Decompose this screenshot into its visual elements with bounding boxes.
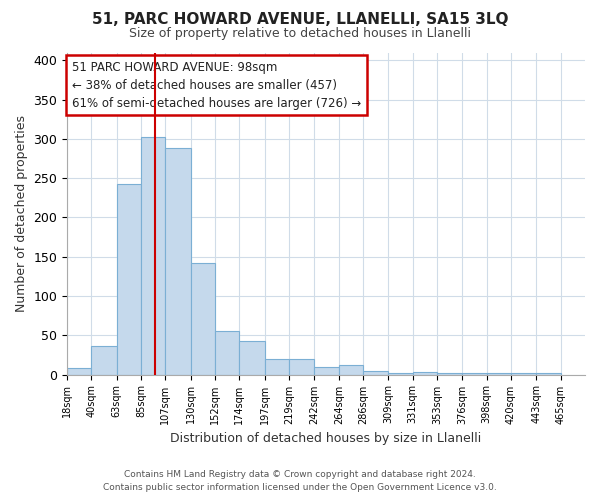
Bar <box>239 341 265 374</box>
Bar <box>413 372 437 374</box>
Bar <box>215 332 239 374</box>
Bar <box>314 366 339 374</box>
Bar <box>265 359 289 374</box>
Bar <box>141 136 166 374</box>
Bar <box>388 373 413 374</box>
X-axis label: Distribution of detached houses by size in Llanelli: Distribution of detached houses by size … <box>170 432 482 445</box>
Bar <box>463 373 487 374</box>
Text: Size of property relative to detached houses in Llanelli: Size of property relative to detached ho… <box>129 28 471 40</box>
Bar <box>91 346 117 374</box>
Text: Contains HM Land Registry data © Crown copyright and database right 2024.
Contai: Contains HM Land Registry data © Crown c… <box>103 470 497 492</box>
Bar <box>117 184 141 374</box>
Bar <box>191 263 215 374</box>
Bar <box>339 365 363 374</box>
Bar <box>487 373 511 374</box>
Text: 51, PARC HOWARD AVENUE, LLANELLI, SA15 3LQ: 51, PARC HOWARD AVENUE, LLANELLI, SA15 3… <box>92 12 508 28</box>
Y-axis label: Number of detached properties: Number of detached properties <box>15 115 28 312</box>
Bar <box>536 373 561 374</box>
Bar <box>67 368 91 374</box>
Bar <box>289 359 314 374</box>
Bar <box>166 148 191 374</box>
Bar <box>437 373 463 374</box>
Bar <box>511 373 536 374</box>
Bar <box>363 370 388 374</box>
Text: 51 PARC HOWARD AVENUE: 98sqm
← 38% of detached houses are smaller (457)
61% of s: 51 PARC HOWARD AVENUE: 98sqm ← 38% of de… <box>73 60 362 110</box>
